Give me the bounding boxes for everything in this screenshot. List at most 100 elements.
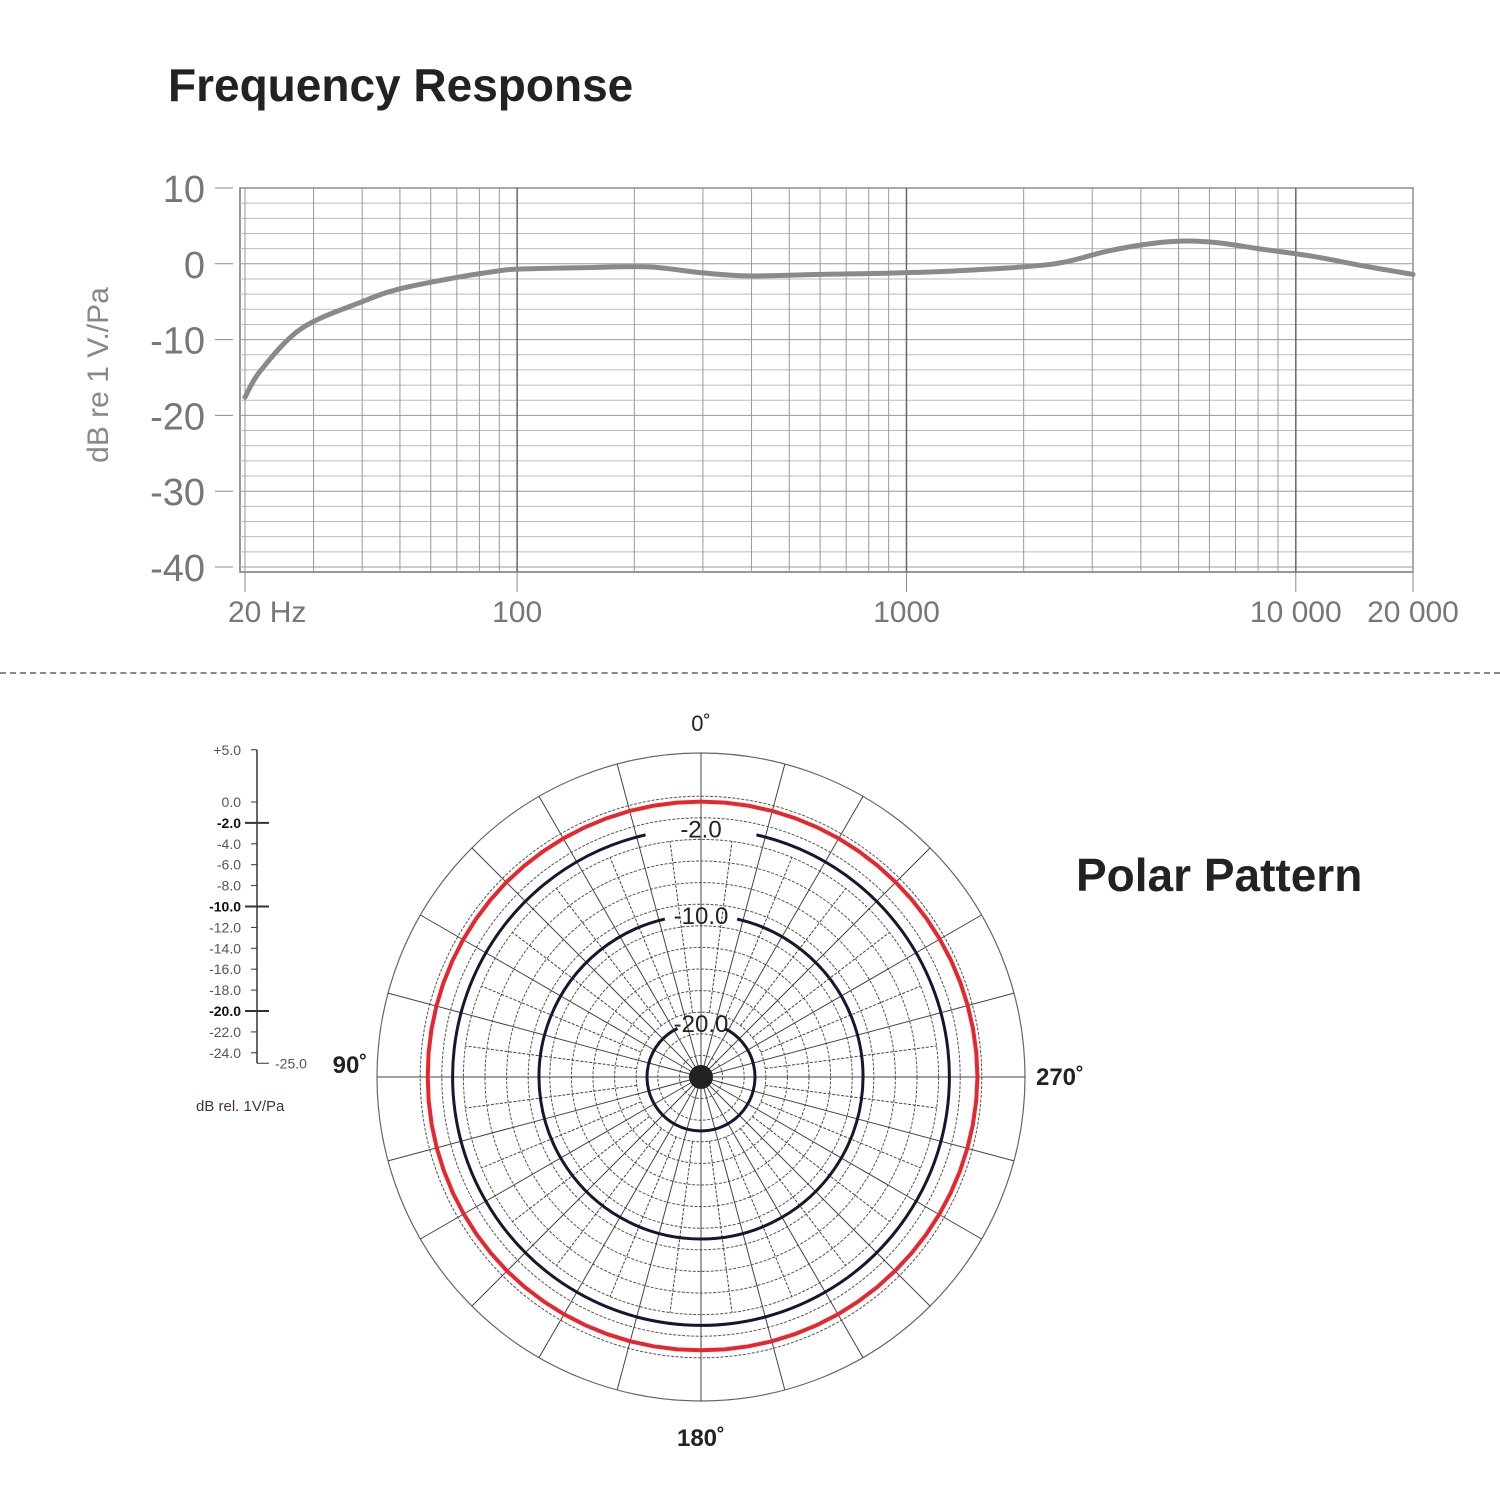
polar-grid-ring bbox=[441, 817, 961, 1337]
polar-grid-ring bbox=[462, 838, 940, 1316]
y-tick-label: -20 bbox=[150, 396, 205, 438]
polar-spoke bbox=[700, 992, 1015, 1078]
scale-tick-label: -25.0 bbox=[275, 1055, 307, 1071]
scale-tick-label: -20.0 bbox=[209, 1003, 241, 1019]
y-tick-label: -10 bbox=[150, 321, 205, 363]
polar-spoke bbox=[700, 796, 864, 1078]
polar-ring-label: -10.0 bbox=[674, 903, 729, 930]
polar-grid-ring bbox=[592, 968, 810, 1186]
polar-spoke bbox=[471, 1076, 702, 1307]
polar-spoke bbox=[616, 1076, 702, 1391]
polar-spoke bbox=[609, 1136, 677, 1297]
polar-spoke bbox=[708, 1141, 733, 1313]
polar-grid-ring bbox=[614, 990, 788, 1164]
frequency-response-curve bbox=[242, 238, 1416, 400]
y-axis-label: dB re 1 V./Pa bbox=[82, 287, 115, 463]
polar-spoke bbox=[700, 847, 931, 1078]
polar-center-hub bbox=[689, 1065, 713, 1089]
polar-major-ring bbox=[537, 917, 865, 1241]
scale-unit-label: dB rel. 1V/Pa bbox=[196, 1098, 285, 1115]
section-divider bbox=[0, 672, 1500, 674]
polar-spoke bbox=[387, 1076, 702, 1162]
polar-spoke bbox=[387, 992, 702, 1078]
scale-tick-label: -12.0 bbox=[209, 919, 241, 935]
scale-tick-label: -14.0 bbox=[209, 940, 241, 956]
scale-tick-label: -2.0 bbox=[217, 815, 241, 831]
polar-outer-ring bbox=[376, 752, 1026, 1402]
polar-spoke bbox=[740, 888, 847, 1026]
polar-grid-ring bbox=[570, 946, 832, 1208]
polar-pattern-title: Polar Pattern bbox=[1076, 849, 1363, 901]
x-tick-label: 20 000 bbox=[1367, 596, 1459, 629]
y-tick-label: 0 bbox=[184, 245, 205, 287]
polar-spoke bbox=[760, 1101, 921, 1169]
polar-grid-ring bbox=[527, 903, 875, 1251]
polar-spoke bbox=[752, 1116, 890, 1223]
polar-grid-ring bbox=[419, 795, 983, 1359]
y-tick-label: -40 bbox=[150, 548, 205, 590]
polar-spoke bbox=[616, 763, 702, 1078]
polar-angle-label: 270˚ bbox=[1036, 1064, 1084, 1091]
x-tick-label: 10 000 bbox=[1250, 596, 1342, 629]
x-tick-label: 100 bbox=[492, 596, 542, 629]
polar-spoke bbox=[700, 1076, 931, 1307]
polar-spoke bbox=[700, 1076, 982, 1240]
polar-angle-label: 0˚ bbox=[691, 711, 711, 736]
polar-pattern-curve bbox=[425, 799, 980, 1353]
polar-ring-label: -20.0 bbox=[674, 1011, 729, 1038]
polar-spoke bbox=[708, 841, 733, 1013]
polar-spoke bbox=[752, 931, 890, 1038]
polar-spoke bbox=[669, 841, 694, 1013]
polar-spoke bbox=[669, 1141, 694, 1313]
scale-tick-label: -10.0 bbox=[209, 899, 241, 915]
polar-ring-label: -2.0 bbox=[680, 817, 721, 844]
polar-spoke bbox=[725, 857, 793, 1018]
frequency-response-title: Frequency Response bbox=[168, 59, 634, 111]
polar-spoke bbox=[760, 985, 921, 1053]
scale-tick-label: -24.0 bbox=[209, 1045, 241, 1061]
polar-spoke bbox=[555, 1128, 662, 1266]
y-tick-label: -30 bbox=[150, 472, 205, 514]
polar-spoke bbox=[609, 857, 677, 1018]
polar-spoke bbox=[700, 763, 786, 1078]
scale-tick-label: -8.0 bbox=[217, 878, 241, 894]
polar-spoke bbox=[465, 1045, 637, 1070]
scale-tick-label: -4.0 bbox=[217, 836, 241, 852]
polar-spoke bbox=[538, 1076, 702, 1358]
polar-spoke bbox=[512, 931, 650, 1038]
y-tick-label: 10 bbox=[163, 169, 205, 211]
polar-spoke bbox=[512, 1116, 650, 1223]
polar-spoke bbox=[481, 1101, 642, 1169]
polar-spoke bbox=[465, 1084, 637, 1109]
polar-spoke bbox=[471, 847, 702, 1078]
scale-tick-label: -16.0 bbox=[209, 961, 241, 977]
scale-tick-label: 0.0 bbox=[222, 794, 242, 810]
polar-grid-ring bbox=[484, 860, 918, 1294]
polar-grid-ring bbox=[506, 882, 896, 1272]
polar-grid-ring bbox=[657, 1033, 745, 1121]
polar-angle-label: 180˚ bbox=[677, 1425, 725, 1452]
polar-spoke bbox=[481, 985, 642, 1053]
polar-spoke bbox=[725, 1136, 793, 1297]
polar-grid-ring bbox=[549, 925, 853, 1229]
polar-major-ring bbox=[451, 833, 951, 1327]
x-tick-label: 20 Hz bbox=[228, 596, 306, 629]
scale-tick-label: +5.0 bbox=[213, 742, 241, 758]
polar-spoke bbox=[420, 1076, 702, 1240]
polar-spoke bbox=[740, 1128, 847, 1266]
polar-spoke bbox=[765, 1045, 937, 1070]
scale-tick-label: -6.0 bbox=[217, 857, 241, 873]
polar-spoke bbox=[700, 1076, 786, 1391]
polar-grid-ring bbox=[678, 1054, 724, 1100]
polar-spoke bbox=[700, 1076, 864, 1358]
polar-spoke bbox=[538, 796, 702, 1078]
polar-major-ring bbox=[645, 1027, 757, 1133]
scale-tick-label: -22.0 bbox=[209, 1024, 241, 1040]
polar-spoke bbox=[420, 914, 702, 1078]
polar-spoke bbox=[765, 1084, 937, 1109]
polar-angle-label: 90˚ bbox=[333, 1052, 368, 1079]
polar-spoke bbox=[700, 914, 982, 1078]
polar-spoke bbox=[555, 888, 662, 1026]
x-tick-label: 1000 bbox=[873, 596, 940, 629]
